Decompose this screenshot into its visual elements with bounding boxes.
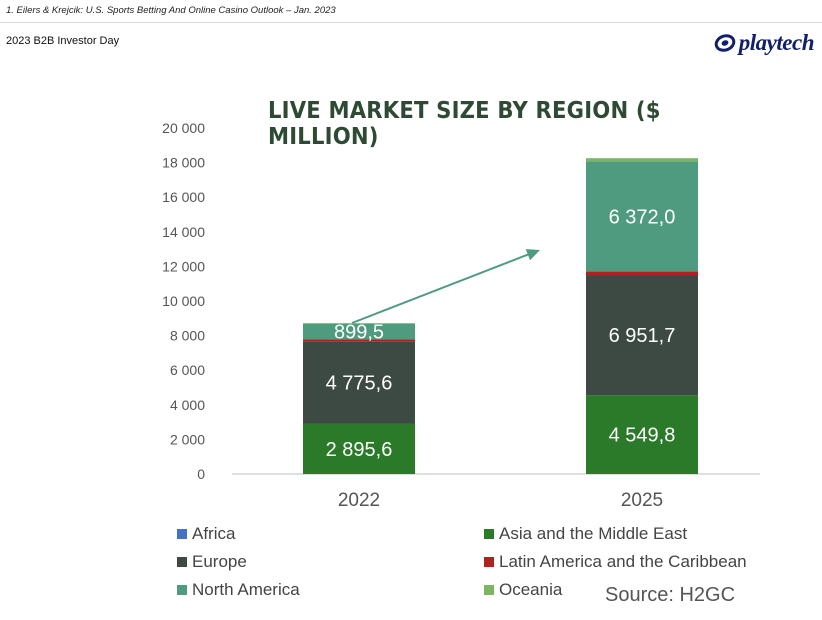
legend-swatch [484, 585, 494, 595]
x-tick-label: 2022 [338, 490, 380, 511]
y-tick-label: 6 000 [170, 362, 205, 378]
y-tick-label: 14 000 [162, 224, 205, 240]
data-label: 4 549,8 [609, 425, 676, 447]
y-tick-label: 18 000 [162, 155, 205, 171]
legend-item: North America [177, 580, 300, 600]
y-tick-label: 16 000 [162, 189, 205, 205]
bar-segment [586, 395, 698, 474]
legend-swatch [484, 557, 494, 567]
legend-item: Africa [177, 524, 235, 544]
playtech-logo-icon [714, 34, 736, 52]
header-divider [0, 22, 822, 23]
legend-item: Latin America and the Caribbean [484, 552, 747, 572]
legend-swatch [177, 529, 187, 539]
growth-arrow-head [525, 249, 540, 261]
playtech-logo-text: playtech [738, 30, 815, 55]
bar-segment [586, 271, 698, 276]
y-tick-label: 2 000 [170, 431, 205, 447]
y-tick-label: 4 000 [170, 397, 205, 413]
bar-segment [303, 423, 415, 474]
legend-swatch [177, 557, 187, 567]
data-label: 899,5 [334, 321, 384, 343]
bar-segment [586, 158, 698, 162]
legend-label: Latin America and the Caribbean [499, 552, 747, 571]
legend-item: Europe [177, 552, 247, 572]
bar-segment [303, 341, 415, 424]
legend-label: Oceania [499, 580, 563, 599]
legend-label: Europe [192, 552, 247, 571]
growth-arrow-line [351, 252, 533, 324]
slide-subtitle: 2023 B2B Investor Day [6, 35, 120, 47]
legend-item: Asia and the Middle East [484, 524, 687, 544]
legend-item: Oceania [484, 580, 562, 600]
y-tick-label: 8 000 [170, 328, 205, 344]
data-label: 4 775,6 [326, 373, 393, 395]
legend-swatch [484, 529, 494, 539]
footnote: 1. Eilers & Krejcik: U.S. Sports Betting… [6, 5, 336, 16]
playtech-logo: playtech [714, 30, 815, 56]
y-tick-label: 20 000 [162, 120, 205, 136]
bar-segment [303, 339, 415, 342]
y-tick-label: 12 000 [162, 258, 205, 274]
data-label: 2 895,6 [326, 439, 393, 461]
bar-segment [586, 275, 698, 396]
chart-title: LIVE MARKET SIZE BY REGION ($ MILLION) [268, 98, 661, 150]
legend-label: North America [192, 580, 300, 599]
data-label: 6 951,7 [609, 325, 676, 347]
y-tick-label: 10 000 [162, 293, 205, 309]
x-tick-label: 2025 [621, 490, 663, 511]
chart-source: Source: H2GC [605, 584, 736, 606]
legend-label: Asia and the Middle East [499, 524, 688, 543]
bar-segment [586, 161, 698, 272]
bar-segment [303, 323, 415, 324]
bar-segment [303, 323, 415, 340]
legend-label: Africa [192, 524, 236, 543]
y-tick-label: 0 [197, 466, 205, 482]
data-label: 6 372,0 [609, 206, 676, 228]
legend-swatch [177, 585, 187, 595]
